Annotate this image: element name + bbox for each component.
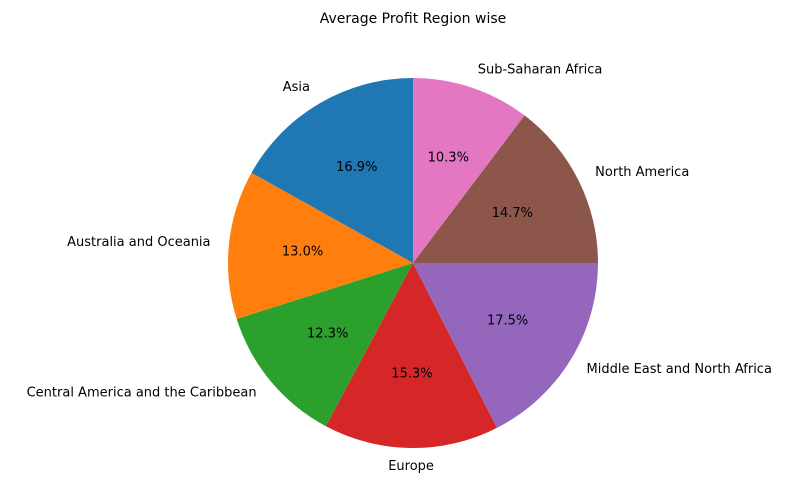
pie-slice-central-america-and-the-caribbean: [236, 263, 413, 427]
pct-label-central-america-and-the-caribbean: 12.3%: [307, 327, 348, 342]
pie-slice-middle-east-and-north-africa: [413, 263, 598, 428]
pct-label-australia-and-oceania: 13.0%: [282, 244, 323, 259]
pie-labels: 16.9% Asia 13.0% Australia and Oceania 12.3%…: [27, 63, 772, 474]
slice-label-asia: Asia: [283, 80, 310, 95]
pie-slice-asia: [251, 78, 413, 263]
slice-label-middle-east-and-north-africa: Middle East and North Africa: [587, 362, 772, 377]
slice-label-australia-and-oceania: Australia and Oceania: [67, 235, 210, 250]
pie-slice-north-america: [413, 115, 598, 264]
slice-label-sub-saharan-africa: Sub-Saharan Africa: [478, 63, 603, 78]
slice-label-europe: Europe: [388, 459, 434, 474]
chart-title: Average Profit Region wise: [320, 11, 507, 27]
pct-label-asia: 16.9%: [336, 160, 377, 175]
pie-slice-europe: [325, 263, 497, 448]
pie-slice-sub-saharan-africa: [413, 78, 525, 263]
pct-label-middle-east-and-north-africa: 17.5%: [487, 313, 528, 328]
pct-label-north-america: 14.7%: [492, 206, 533, 221]
slice-label-central-america-and-the-caribbean: Central America and the Caribbean: [27, 386, 257, 401]
pct-label-europe: 15.3%: [391, 366, 432, 381]
pct-label-sub-saharan-africa: 10.3%: [428, 150, 469, 165]
pie-slices: [228, 78, 598, 448]
slice-label-north-america: North America: [595, 165, 689, 180]
pie-slice-australia-and-oceania: [228, 172, 413, 320]
